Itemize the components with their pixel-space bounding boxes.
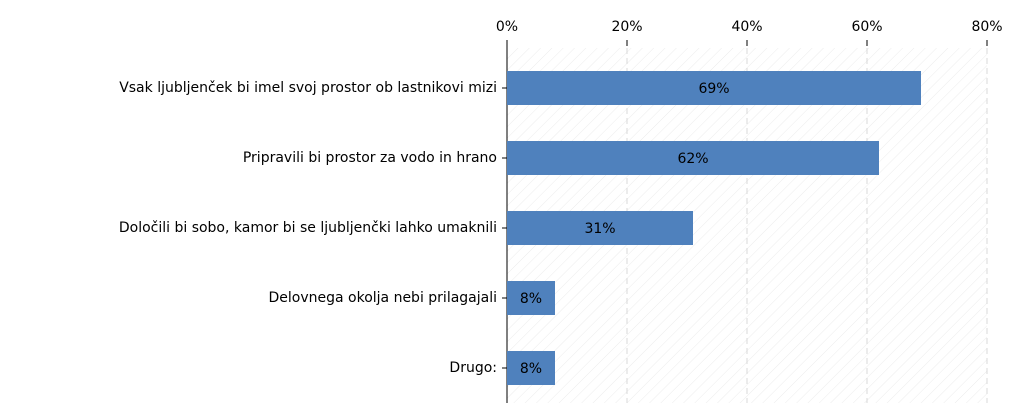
x-tick-label: 80% [971,19,1002,35]
data-label: 69% [698,81,729,97]
data-label: 31% [584,221,615,237]
y-tick-label: Določili bi sobo, kamor bi se ljubljenčk… [119,220,497,236]
y-tick-label: Drugo: [449,360,497,376]
bar [507,281,555,315]
y-tick-label: Delovnega okolja nebi prilagajali [268,290,497,306]
data-label: 8% [520,361,542,377]
bar [507,351,555,385]
y-tick-label: Vsak ljubljenček bi imel svoj prostor ob… [119,80,497,96]
x-tick-label: 40% [731,19,762,35]
x-tick-label: 60% [851,19,882,35]
data-label: 8% [520,291,542,307]
x-tick-label: 0% [496,19,518,35]
data-label: 62% [677,151,708,167]
bar [507,211,693,245]
x-tick-label: 20% [611,19,642,35]
bar [507,71,921,105]
bar [507,141,879,175]
y-tick-label: Pripravili bi prostor za vodo in hrano [243,150,497,166]
